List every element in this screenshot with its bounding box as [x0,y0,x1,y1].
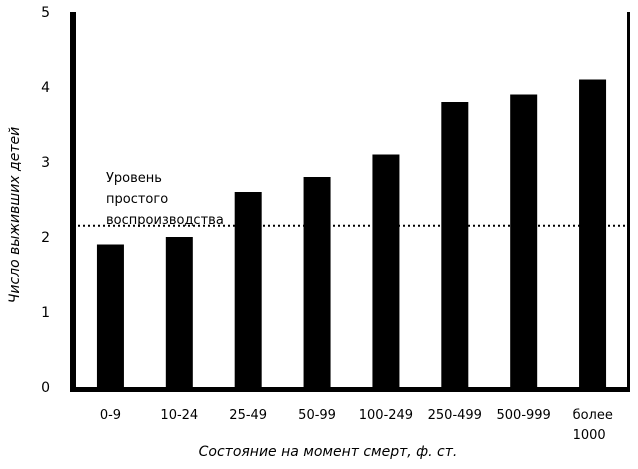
x-tick-label: 10-24 [160,408,198,423]
y-tick-label: 2 [41,230,50,246]
y-tick-label: 5 [41,5,50,21]
bar [372,154,400,387]
bar [96,244,124,387]
x-tick-label: 25-49 [229,408,267,423]
bar [234,192,262,387]
reference-line-label: Уровень простого воспроизводства [106,171,224,228]
bar [441,102,469,387]
bar [579,79,607,387]
x-tick-label: 50-99 [298,408,336,423]
y-axis-title: Число выживших детей [7,127,23,303]
bar [510,94,538,387]
y-tick-label: 1 [41,305,50,321]
bar [165,237,193,387]
x-axis-labels: 0-9 10-24 25-49 50-99 100-249 250-499 500-999 б… [100,408,613,443]
x-tick-label: 0-9 [100,408,121,423]
bars [96,79,607,387]
y-axis-ticks: 0 1 2 3 4 5 [41,5,50,396]
y-tick-label: 4 [41,80,50,96]
x-tick-label: 250-499 [428,408,482,423]
x-tick-label: более 1000 [573,408,613,443]
x-tick-label: 500-999 [497,408,551,423]
y-tick-label: 3 [41,155,50,171]
y-tick-label: 0 [41,380,50,396]
x-tick-label: 100-249 [359,408,413,423]
bar [303,177,331,387]
x-axis-title: Состояние на момент смерт, ф. ст. [199,444,458,460]
